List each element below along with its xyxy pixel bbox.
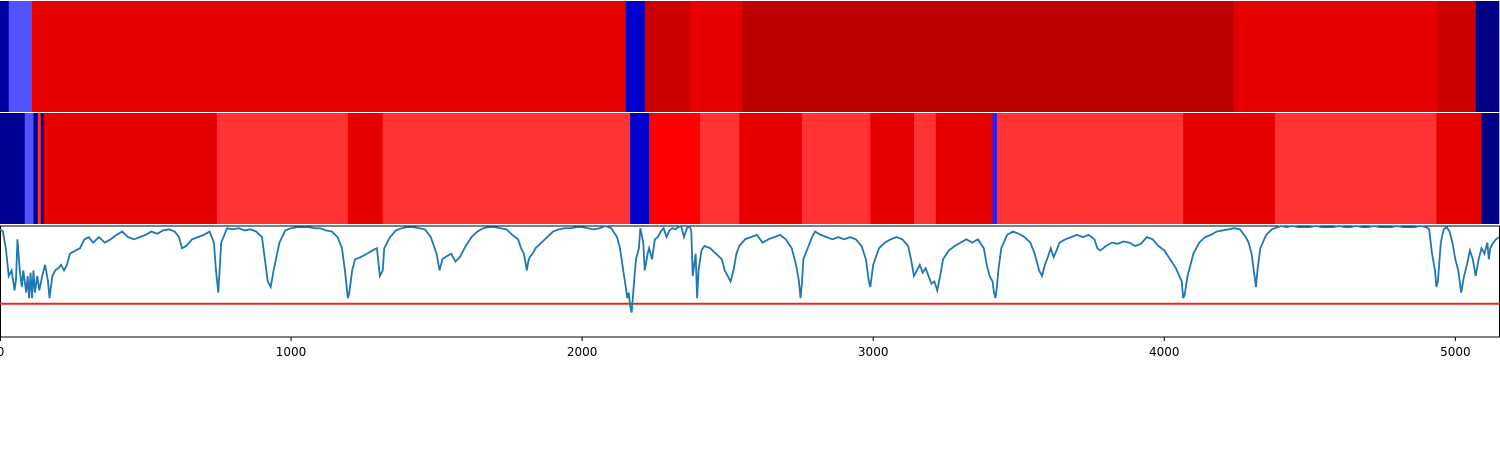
x-tick-label-0: 0 xyxy=(0,345,4,359)
band-1-segment-2 xyxy=(33,113,39,224)
band-1-segment-6 xyxy=(216,113,270,224)
band-0-segment-8 xyxy=(1437,1,1477,112)
band-1-segment-8 xyxy=(347,113,384,224)
band-1-segment-14 xyxy=(801,113,871,224)
band-1-segment-18 xyxy=(992,113,998,224)
x-tick-label-1: 1000 xyxy=(276,345,307,359)
band-1-segment-7 xyxy=(269,113,349,224)
heatmap-band-bottom xyxy=(0,113,1500,224)
band-0-segment-7 xyxy=(1234,1,1439,112)
band-0-segment-0 xyxy=(0,1,10,112)
band-0-segment-2 xyxy=(32,1,627,112)
band-0-segment-1 xyxy=(8,1,33,112)
band-1-segment-4 xyxy=(40,113,44,224)
line-panel xyxy=(0,224,1500,338)
band-1-segment-23 xyxy=(1481,113,1500,224)
band-1-segment-3 xyxy=(37,113,42,224)
band-1-segment-19 xyxy=(996,113,1184,224)
x-tick-label-5: 5000 xyxy=(1440,345,1471,359)
band-0-segment-5 xyxy=(689,1,743,112)
band-1-segment-21 xyxy=(1274,113,1437,224)
band-1-segment-16 xyxy=(913,113,937,224)
band-1-segment-20 xyxy=(1183,113,1276,224)
band-0-segment-9 xyxy=(1475,1,1500,112)
band-0-segment-3 xyxy=(625,1,646,112)
band-0-segment-4 xyxy=(644,1,691,112)
band-0-segment-6 xyxy=(742,1,1235,112)
band-1-segment-10 xyxy=(630,113,650,224)
line-panel-frame xyxy=(0,225,1500,338)
band-1-segment-15 xyxy=(870,113,915,224)
band-1-segment-11 xyxy=(649,113,701,224)
x-tick-label-3: 3000 xyxy=(858,345,889,359)
band-1-segment-0 xyxy=(0,113,26,224)
heatmap-band-top xyxy=(0,1,1500,112)
series-line xyxy=(0,224,1500,313)
band-1-segment-12 xyxy=(700,113,740,224)
band-1-segment-17 xyxy=(935,113,993,224)
x-tick-label-2: 2000 xyxy=(567,345,598,359)
band-1-segment-13 xyxy=(739,113,803,224)
band-1-segment-1 xyxy=(24,113,34,224)
x-tick-label-4: 4000 xyxy=(1149,345,1180,359)
band-1-segment-9 xyxy=(382,113,631,224)
band-1-segment-22 xyxy=(1436,113,1482,224)
band-1-segment-5 xyxy=(43,113,218,224)
x-axis: 0 1000 2000 3000 4000 5000 xyxy=(0,337,1471,359)
